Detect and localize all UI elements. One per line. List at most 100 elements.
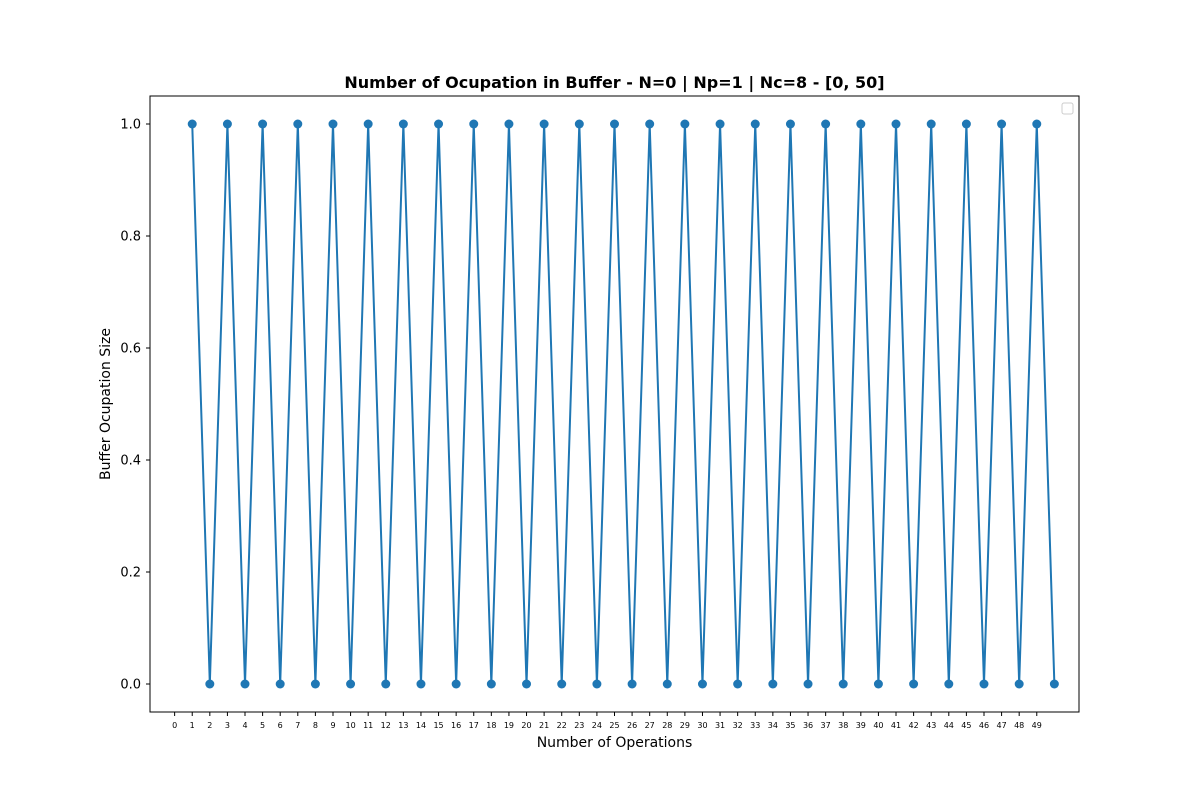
x-tick-label: 37: [821, 721, 831, 730]
data-point: [891, 119, 901, 129]
x-tick-label: 30: [697, 721, 707, 730]
data-point: [434, 119, 444, 129]
x-tick-label: 43: [926, 721, 936, 730]
data-point: [574, 119, 584, 129]
data-point: [293, 119, 303, 129]
legend: [1061, 102, 1074, 115]
x-tick-label: 26: [627, 721, 637, 730]
x-tick-label: 20: [521, 721, 531, 730]
x-axis: 0 1 2 3 4 5 6 7 8 9 10 11 12 13 14 15 16 17 18 19 20 21 22 23 24…: [172, 712, 1042, 730]
data-point: [1049, 679, 1059, 689]
x-tick-label: 31: [715, 721, 725, 730]
x-tick-label: 42: [909, 721, 919, 730]
x-tick-label: 46: [979, 721, 989, 730]
data-point: [469, 119, 479, 129]
x-tick-label: 33: [750, 721, 760, 730]
x-tick-label: 39: [856, 721, 866, 730]
data-point: [416, 679, 426, 689]
y-tick-label: 0.0: [120, 678, 141, 693]
x-tick-label: 0: [172, 721, 177, 730]
x-tick-label: 25: [609, 721, 619, 730]
data-point: [909, 679, 919, 689]
series-line: [191, 123, 1056, 685]
data-point: [205, 679, 215, 689]
y-axis-label: Buffer Ocupation Size: [98, 328, 114, 480]
x-tick-label: 5: [260, 721, 265, 730]
data-point: [944, 679, 954, 689]
data-point: [733, 679, 743, 689]
x-tick-label: 28: [662, 721, 672, 730]
data-point: [240, 679, 250, 689]
data-point: [750, 119, 760, 129]
x-tick-label: 27: [645, 721, 655, 730]
data-point: [363, 119, 373, 129]
x-tick-label: 49: [1032, 721, 1042, 730]
data-point: [627, 679, 637, 689]
data-point: [1014, 679, 1024, 689]
data-point: [592, 679, 602, 689]
data-point: [680, 119, 690, 129]
x-tick-label: 21: [539, 721, 549, 730]
data-point: [785, 119, 795, 129]
x-tick-label: 44: [944, 721, 954, 730]
x-tick-label: 7: [295, 721, 300, 730]
x-tick-label: 23: [574, 721, 584, 730]
x-tick-label: 35: [785, 721, 795, 730]
data-point: [662, 679, 672, 689]
y-tick-label: 0.4: [120, 454, 141, 469]
x-tick-label: 18: [486, 721, 496, 730]
x-tick-label: 34: [768, 721, 778, 730]
data-point: [803, 679, 813, 689]
data-point: [610, 119, 619, 129]
data-point: [961, 119, 971, 129]
data-point: [856, 119, 866, 129]
data-point: [310, 679, 320, 689]
x-tick-label: 2: [207, 721, 212, 730]
data-point: [504, 119, 514, 129]
data-point: [346, 679, 356, 689]
y-tick-label: 0.2: [120, 566, 141, 581]
data-point: [821, 119, 831, 129]
data-point: [258, 119, 268, 129]
x-tick-label: 6: [278, 721, 283, 730]
data-point: [328, 119, 338, 129]
x-tick-label: 22: [557, 721, 567, 730]
data-point: [522, 679, 532, 689]
x-tick-label: 45: [961, 721, 971, 730]
data-point: [873, 679, 883, 689]
x-tick-label: 10: [345, 721, 355, 730]
x-tick-label: 12: [381, 721, 391, 730]
y-tick-label: 1.0: [120, 118, 141, 133]
data-point: [1032, 119, 1042, 129]
x-tick-label: 36: [803, 721, 813, 730]
data-point: [381, 679, 391, 689]
data-point: [838, 679, 848, 689]
x-tick-label: 47: [996, 721, 1006, 730]
y-tick-label: 0.8: [120, 230, 141, 245]
x-axis-label: Number of Operations: [537, 735, 693, 751]
x-tick-label: 38: [838, 721, 848, 730]
data-point: [222, 119, 232, 129]
x-tick-label: 9: [330, 721, 335, 730]
x-tick-label: 29: [680, 721, 690, 730]
data-point: [557, 679, 567, 689]
y-axis: 0.0 0.2 0.4 0.6 0.8 1.0: [120, 118, 150, 693]
data-point: [539, 119, 549, 129]
x-tick-label: 8: [313, 721, 318, 730]
data-point: [715, 119, 725, 129]
x-tick-label: 16: [451, 721, 461, 730]
data-point: [187, 119, 197, 129]
x-tick-label: 40: [873, 721, 883, 730]
x-tick-label: 1: [190, 721, 195, 730]
x-tick-label: 13: [398, 721, 408, 730]
x-tick-label: 41: [891, 721, 901, 730]
data-point: [768, 679, 778, 689]
data-point: [926, 119, 936, 129]
series-plot: [187, 119, 1059, 689]
chart-title: Number of Ocupation in Buffer - N=0 | Np…: [344, 73, 884, 93]
x-tick-label: 11: [363, 721, 373, 730]
x-tick-label: 3: [225, 721, 230, 730]
x-tick-label: 4: [242, 721, 247, 730]
x-tick-label: 17: [469, 721, 479, 730]
data-point: [645, 119, 655, 129]
